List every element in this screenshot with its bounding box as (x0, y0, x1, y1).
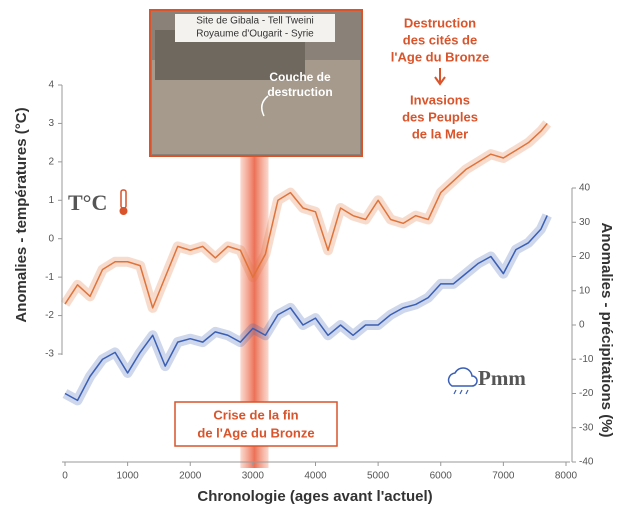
y2-tick-label: -20 (579, 388, 594, 399)
y2-tick-label: 20 (579, 251, 591, 262)
y2-tick-label: 10 (579, 285, 591, 296)
x-axis-title: Chronologie (ages avant l'actuel) (197, 488, 432, 505)
y-tick-label: 2 (48, 156, 54, 167)
annotation: de l'Age du Bronze (197, 425, 314, 440)
x-tick-label: 0 (62, 471, 68, 482)
annotation: des Peuples (402, 109, 478, 124)
y-tick-label: 4 (48, 80, 54, 91)
y2-axis-title: Anomalies - précipitations (%) (598, 222, 615, 437)
x-tick-label: 6000 (430, 471, 453, 482)
photo-label: destruction (267, 85, 332, 99)
y-tick-label: 3 (48, 118, 54, 129)
y-tick-label: -2 (45, 310, 54, 321)
x-tick-label: 4000 (304, 471, 327, 482)
y2-tick-label: 40 (579, 183, 591, 194)
annotation: Destruction (404, 15, 476, 30)
y2-tick-label: -40 (579, 457, 594, 468)
thermometer-icon (120, 207, 128, 215)
y-tick-label: -3 (45, 349, 54, 360)
y-tick-label: 1 (48, 195, 54, 206)
legend-label: Pmm (478, 366, 526, 390)
y-tick-label: 0 (48, 233, 54, 244)
x-tick-label: 8000 (555, 471, 578, 482)
y-axis-title: Anomalies - températures (°C) (13, 107, 30, 322)
series-band (65, 215, 547, 400)
annotation: Crise de la fin (213, 407, 298, 422)
arrow (435, 68, 445, 84)
y-tick-label: -1 (45, 272, 54, 283)
chart: Site de Gibala - Tell Tweini Royaume d'O… (0, 0, 625, 509)
x-tick-label: 1000 (117, 471, 140, 482)
y2-tick-label: -10 (579, 354, 594, 365)
annotation: Invasions (410, 92, 470, 107)
cloud-icon (449, 368, 477, 386)
x-tick-label: 5000 (367, 471, 390, 482)
y2-tick-label: 0 (579, 320, 585, 331)
thermometer-icon (121, 190, 126, 208)
photo-caption: Royaume d'Ougarit - Syrie (196, 29, 314, 40)
y2-tick-label: 30 (579, 217, 591, 228)
y2-tick-label: -30 (579, 422, 594, 433)
annotation: de la Mer (412, 126, 468, 141)
annotation: des cités de (403, 32, 477, 47)
annotation: l'Age du Bronze (391, 49, 489, 64)
x-tick-label: 2000 (179, 471, 202, 482)
photo-caption: Site de Gibala - Tell Tweini (196, 16, 313, 27)
legend-label: T°C (68, 190, 107, 215)
photo-label: Couche de (269, 70, 331, 84)
x-tick-label: 3000 (242, 471, 265, 482)
x-tick-label: 7000 (492, 471, 515, 482)
series-line (65, 215, 547, 400)
rain-icon (454, 390, 468, 394)
